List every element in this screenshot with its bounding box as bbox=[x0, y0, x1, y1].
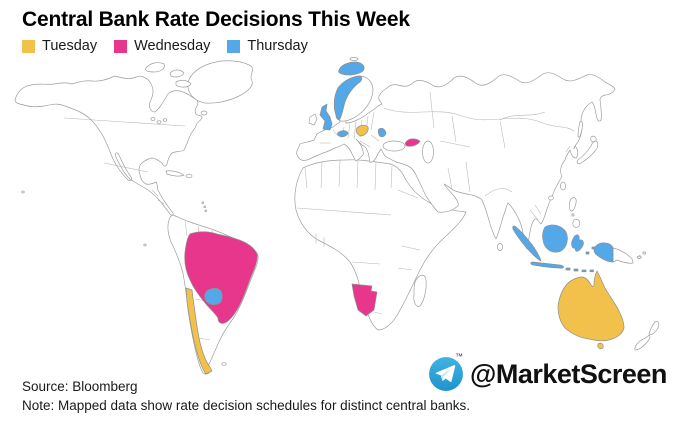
footnotes: Source: Bloomberg Note: Mapped data show… bbox=[22, 377, 470, 415]
sakhalin bbox=[577, 121, 583, 138]
hainan bbox=[548, 195, 554, 201]
new-britain bbox=[636, 251, 646, 260]
country-australia bbox=[557, 270, 625, 342]
country-indonesia-java bbox=[530, 261, 564, 269]
country-indonesia-sulawesi bbox=[571, 234, 584, 252]
country-paraguay bbox=[204, 287, 223, 306]
sri-lanka bbox=[497, 243, 503, 251]
note-line: Note: Mapped data show rate decision sch… bbox=[22, 398, 470, 413]
country-norway bbox=[333, 75, 363, 120]
legend-item-wednesday: Wednesday bbox=[114, 38, 210, 54]
cuba bbox=[165, 170, 185, 177]
legend-item-thursday: Thursday bbox=[227, 38, 308, 54]
landmass-africa bbox=[294, 159, 467, 331]
country-indonesia-sumatra bbox=[512, 225, 542, 262]
tuesday-swatch bbox=[22, 39, 35, 53]
landmass-eurasia bbox=[296, 72, 616, 250]
legend-label-tuesday: Tuesday bbox=[42, 38, 98, 54]
wednesday-swatch bbox=[114, 39, 128, 53]
country-indonesia-borneo bbox=[542, 224, 568, 253]
landmass-north-america bbox=[14, 75, 203, 216]
new-zealand bbox=[634, 321, 660, 351]
country-hungary bbox=[355, 124, 369, 137]
great-lake-3 bbox=[162, 118, 168, 122]
country-united-kingdom bbox=[319, 103, 333, 131]
svalbard bbox=[349, 57, 359, 61]
galapagos bbox=[143, 243, 147, 247]
highlighted-countries bbox=[184, 61, 625, 375]
country-moldova bbox=[377, 127, 387, 138]
trademark-mark: ™ bbox=[455, 352, 463, 361]
legend-item-tuesday: Tuesday bbox=[22, 38, 97, 54]
legend-label-thursday: Thursday bbox=[247, 38, 308, 54]
arctic-islands bbox=[145, 62, 192, 88]
country-indonesia-papua bbox=[593, 242, 614, 263]
landmass-greenland bbox=[187, 60, 253, 104]
ireland bbox=[308, 113, 318, 126]
page-title: Central Bank Rate Decisions This Week bbox=[22, 8, 410, 31]
newfoundland bbox=[200, 110, 208, 116]
country-chile bbox=[185, 287, 213, 375]
watermark: ™ @MarketScreen bbox=[428, 352, 667, 392]
watermark-handle: @MarketScreen bbox=[470, 358, 667, 389]
source-line: Source: Bloomberg bbox=[22, 379, 138, 394]
great-lake-1 bbox=[150, 117, 156, 121]
country-georgia bbox=[404, 138, 421, 147]
taiwan bbox=[560, 181, 566, 191]
hawaii bbox=[21, 190, 25, 194]
country-namibia bbox=[351, 283, 378, 317]
japan bbox=[576, 135, 599, 165]
caspian-sea bbox=[422, 140, 434, 164]
black-sea bbox=[382, 140, 406, 152]
new-guinea-east bbox=[612, 247, 634, 264]
lesser-antilles bbox=[201, 201, 207, 212]
hispaniola bbox=[185, 173, 193, 179]
legend: Tuesday Wednesday Thursday bbox=[22, 38, 308, 54]
telegram-icon bbox=[429, 357, 463, 391]
philippines bbox=[568, 197, 580, 228]
legend-label-wednesday: Wednesday bbox=[134, 38, 211, 54]
great-lake-2 bbox=[156, 120, 162, 124]
thursday-swatch bbox=[227, 39, 241, 53]
country-iceland bbox=[338, 61, 365, 76]
falkland-islands bbox=[221, 362, 227, 366]
country-switzerland bbox=[337, 130, 349, 138]
madagascar bbox=[413, 274, 427, 307]
country-brazil bbox=[184, 231, 258, 324]
country-indonesia-lesser-sunda bbox=[565, 246, 596, 273]
country-australia-tasmania bbox=[597, 342, 604, 350]
